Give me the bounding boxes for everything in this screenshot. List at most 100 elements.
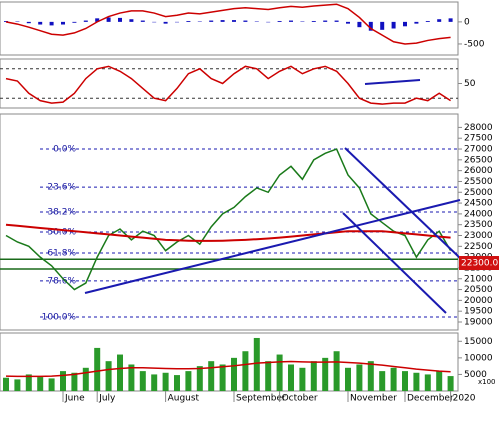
trend-line xyxy=(344,147,461,259)
volume-bar xyxy=(219,364,226,391)
macd-bar xyxy=(26,21,31,24)
volume-bar xyxy=(390,367,397,391)
macd-bar xyxy=(323,20,328,22)
volume-bar xyxy=(402,371,408,391)
y-tick-label: 22500 xyxy=(464,242,493,252)
fib-label: 23.6% xyxy=(47,183,76,193)
macd-bar xyxy=(106,17,111,22)
x-tick-label: June xyxy=(64,394,85,404)
volume-bar xyxy=(128,364,135,391)
macd-bar xyxy=(311,20,316,22)
y-tick-label: 19500 xyxy=(464,307,493,317)
volume-bar xyxy=(3,377,9,391)
volume-bar xyxy=(424,374,431,391)
volume-bar xyxy=(253,337,260,391)
x-tick-label: September xyxy=(236,394,286,404)
volume-bar xyxy=(25,374,32,391)
volume-panel xyxy=(0,332,459,392)
price-line xyxy=(5,148,452,291)
macd-bar xyxy=(129,19,134,22)
volume-bar xyxy=(14,379,21,391)
y-tick-label: 19000 xyxy=(464,318,493,328)
volume-bar xyxy=(208,361,215,391)
volume-bar xyxy=(356,364,363,391)
y-tick-label: 25000 xyxy=(464,188,493,198)
x-tick-label: July xyxy=(98,394,116,404)
volume-bar xyxy=(48,378,55,391)
macd-bar xyxy=(425,20,430,22)
volume-bar xyxy=(82,367,89,391)
y-tick-label: 20500 xyxy=(464,285,493,295)
y-tick-label: -500 xyxy=(464,39,485,49)
y-tick-label: 23000 xyxy=(464,231,493,241)
last-price: 22300.0 xyxy=(461,259,498,269)
macd-bar xyxy=(95,18,100,22)
macd-bar xyxy=(140,20,145,22)
volume-bar xyxy=(299,367,306,391)
stoch-panel xyxy=(0,58,459,109)
volume-bar xyxy=(276,354,283,391)
macd-bar xyxy=(277,20,282,22)
x-tick-label: 2020 xyxy=(453,394,476,404)
volume-bar xyxy=(185,371,192,391)
volume-bar xyxy=(162,372,169,391)
macd-bar xyxy=(368,21,373,31)
macd-bar xyxy=(414,21,419,24)
volume-bar xyxy=(288,364,294,391)
volume-bar xyxy=(265,361,272,391)
volume-unit: x100 xyxy=(478,378,496,386)
x-tick-label: August xyxy=(168,394,200,404)
volume-bar xyxy=(367,361,374,391)
macd-bar xyxy=(118,17,122,22)
volume-bar xyxy=(117,354,123,391)
y-tick-label: 5000 xyxy=(464,370,487,380)
volume-bar xyxy=(196,366,203,391)
macd-bar xyxy=(186,20,191,22)
macd-bar xyxy=(380,21,385,30)
volume-bar xyxy=(333,351,340,391)
macd-bar xyxy=(448,18,453,22)
moving-average xyxy=(5,223,451,242)
macd-bar xyxy=(437,19,442,22)
volume-bar xyxy=(151,374,158,391)
macd-bar xyxy=(38,21,43,25)
macd-bar xyxy=(334,20,339,22)
y-tick-label: 10000 xyxy=(464,353,493,363)
y-tick-label: 50 xyxy=(464,79,476,89)
volume-bar xyxy=(242,351,249,391)
macd-bar xyxy=(209,20,214,22)
volume-bar xyxy=(37,377,44,391)
trend-line xyxy=(84,199,461,294)
y-tick-label: 25500 xyxy=(464,177,493,187)
macd-bar xyxy=(289,20,293,22)
x-tick-label: December xyxy=(407,394,454,404)
macd-bar xyxy=(232,20,236,22)
volume-bar xyxy=(139,371,146,391)
volume-bar xyxy=(105,361,112,391)
volume-bar xyxy=(322,357,329,391)
fib-label: 50.0% xyxy=(47,228,76,238)
y-tick-label: 26500 xyxy=(464,155,493,165)
volume-bar xyxy=(345,367,351,391)
y-tick-label: 26000 xyxy=(464,166,493,176)
fib-label: 61.8% xyxy=(47,249,76,259)
y-tick-label: 28000 xyxy=(464,123,493,133)
y-tick-label: 24500 xyxy=(464,199,493,209)
macd-bar xyxy=(403,21,407,27)
volume-bar xyxy=(231,357,237,391)
volume-bar xyxy=(310,361,317,391)
y-tick-label: 21000 xyxy=(464,274,493,284)
fib-label: 0.0% xyxy=(53,145,76,155)
volume-bar xyxy=(379,371,386,391)
y-tick-label: 24000 xyxy=(464,209,493,219)
y-tick-label: 0 xyxy=(464,17,470,27)
y-tick-label: 20000 xyxy=(464,296,493,306)
volume-bar xyxy=(60,371,66,391)
macd-bar xyxy=(72,21,77,23)
y-tick-label: 27500 xyxy=(464,134,493,144)
stoch-line xyxy=(5,65,452,105)
macd-bar xyxy=(357,21,362,28)
macd-bar xyxy=(391,21,396,29)
x-tick-label: November xyxy=(350,394,397,404)
